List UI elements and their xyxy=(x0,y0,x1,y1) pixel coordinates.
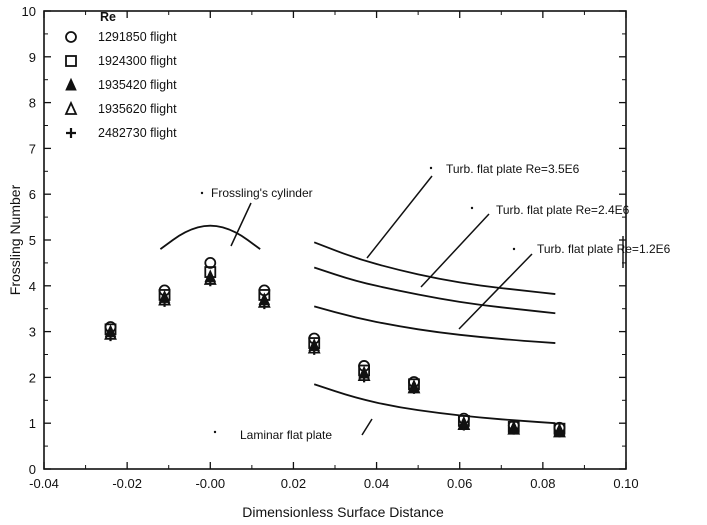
legend-label: 1935620 flight xyxy=(98,102,177,116)
annotation-turb-flat-plate-3.5e6: Turb. flat plate Re=3.5E6 xyxy=(366,162,580,259)
x-tick-label: 0.04 xyxy=(364,476,389,491)
series-triangle-open xyxy=(104,270,566,438)
y-tick-label: 8 xyxy=(29,96,36,111)
turb-flat-plate-1.2e6-curve xyxy=(313,305,556,344)
axis-ticks: -0.04 -0.02 -0.00 0.02 0.04 0.06 0.08 0.10 0 1 2 3 4… xyxy=(22,4,639,491)
legend: Re 1291850 flight 1924300 flight 1935420 fl… xyxy=(64,10,177,140)
legend-label: 1935420 flight xyxy=(98,78,177,92)
data-point xyxy=(359,372,370,383)
legend-marker xyxy=(66,128,76,138)
data-point xyxy=(408,383,419,394)
data-point xyxy=(105,331,116,342)
turb-flat-plate-2.4e6-curve xyxy=(313,266,556,315)
y-tick-label: 6 xyxy=(29,187,36,202)
annotation-leader-line xyxy=(230,202,252,247)
x-tick-label: 0.08 xyxy=(530,476,555,491)
y-tick-label: 3 xyxy=(29,325,36,340)
annotation-laminar-flat-plate: Laminar flat plate xyxy=(213,418,373,442)
annotation-label: Turb. flat plate Re=1.2E6 xyxy=(537,242,671,256)
series-triangle-filled xyxy=(104,269,566,436)
x-tick-label: -0.04 xyxy=(29,476,59,491)
annotation-dot xyxy=(470,206,474,210)
annotation-label: Turb. flat plate Re=2.4E6 xyxy=(496,203,630,217)
x-axis-title: Dimensionless Surface Distance xyxy=(242,504,444,520)
x-tick-label: 0.06 xyxy=(447,476,472,491)
data-point xyxy=(554,427,565,438)
y-tick-label: 10 xyxy=(22,4,36,19)
legend-label: 1924300 flight xyxy=(98,54,177,68)
data-point xyxy=(205,276,216,287)
y-tick-label: 4 xyxy=(29,279,36,294)
annotation-dot xyxy=(200,191,204,195)
reference-curves xyxy=(159,224,556,425)
data-point xyxy=(159,296,170,307)
laminar-flat-plate-curve xyxy=(313,383,556,425)
y-tick-label: 5 xyxy=(29,233,36,248)
data-point xyxy=(309,344,320,355)
annotation-leader-line xyxy=(458,253,533,330)
y-tick-label: 2 xyxy=(29,370,36,385)
x-tick-label: 0.10 xyxy=(613,476,638,491)
curve-annotations: Frossling's cylinder Turb. flat plate Re=… xyxy=(200,162,671,442)
annotation-dot xyxy=(213,430,217,434)
annotation-turb-flat-plate-1.2e6: Turb. flat plate Re=1.2E6 xyxy=(458,242,671,330)
annotation-dot xyxy=(512,247,516,251)
series-circle-open xyxy=(104,256,566,434)
x-tick-label: -0.00 xyxy=(195,476,225,491)
legend-title: Re xyxy=(100,10,116,24)
legend-label: 2482730 flight xyxy=(98,126,177,140)
legend-marker xyxy=(65,55,77,67)
annotation-label: Laminar flat plate xyxy=(240,428,332,442)
frossling-cylinder-curve xyxy=(159,224,261,250)
turb-flat-plate-3.5e6-curve xyxy=(313,241,556,295)
annotation-leader-line xyxy=(420,213,490,288)
x-tick-label: 0.02 xyxy=(281,476,306,491)
data-points xyxy=(104,256,566,438)
y-tick-label: 9 xyxy=(29,50,36,65)
annotation-label: Turb. flat plate Re=3.5E6 xyxy=(446,162,580,176)
legend-marker xyxy=(65,31,77,43)
annotation-frossling-cylinder: Frossling's cylinder xyxy=(200,186,313,247)
legend-marker xyxy=(64,100,78,115)
data-point xyxy=(508,424,519,435)
legend-label: 1291850 flight xyxy=(98,30,177,44)
annotation-leader-line xyxy=(361,418,373,436)
annotation-label: Frossling's cylinder xyxy=(211,186,313,200)
legend-marker xyxy=(65,77,77,91)
annotation-turb-flat-plate-2.4e6: Turb. flat plate Re=2.4E6 xyxy=(420,203,630,288)
series-plus xyxy=(105,276,565,438)
y-axis-title: Frossling Number xyxy=(7,184,23,295)
x-tick-label: -0.02 xyxy=(112,476,142,491)
annotation-leader-line xyxy=(366,175,433,259)
annotation-dot xyxy=(429,166,433,170)
data-point xyxy=(259,299,270,310)
y-tick-label: 0 xyxy=(29,462,36,477)
y-tick-label: 1 xyxy=(29,416,36,431)
y-tick-label: 7 xyxy=(29,141,36,156)
data-point xyxy=(458,420,469,431)
